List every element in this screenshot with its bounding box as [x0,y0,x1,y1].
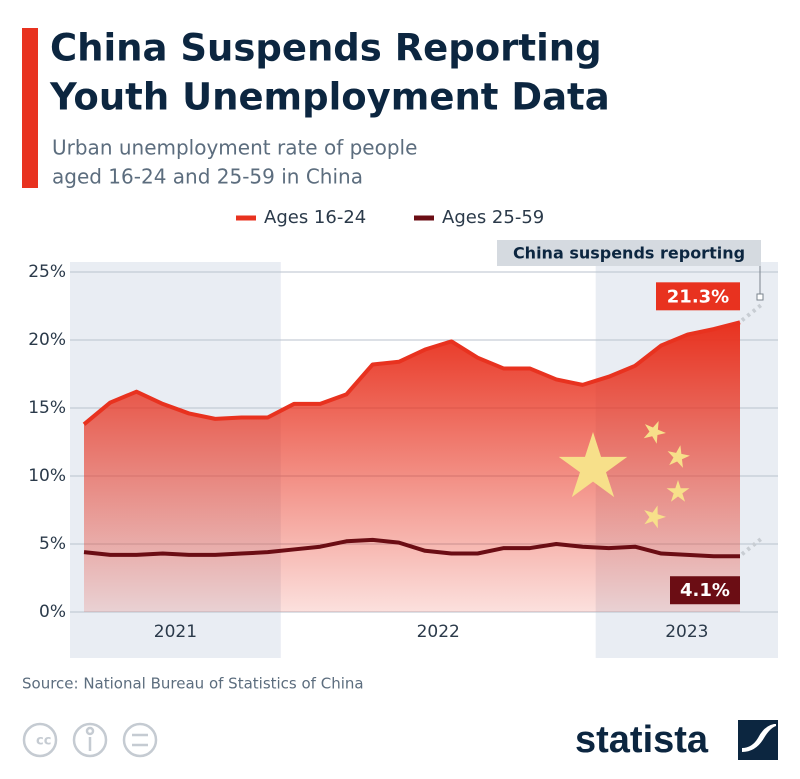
legend-label: Ages 25-59 [442,207,544,228]
y-tick-label: 10% [28,466,66,486]
x-tick-label: 2021 [154,622,197,642]
x-tick-label: 2023 [665,622,708,642]
line [82,320,741,426]
legend-label: Ages 16-24 [264,207,366,228]
title: Youth Unemployment Data [49,76,610,119]
y-tick-label: 15% [28,398,66,418]
value-label: 21.3% [667,286,729,307]
y-tick-label: 20% [28,330,66,350]
value-label-box [656,282,740,311]
y-tick-label: 5% [39,534,66,554]
brand: statista [575,719,709,761]
value-label: 4.1% [680,580,730,601]
line [83,537,740,559]
y-tick-label: 0% [39,602,66,622]
annotation: China suspends reporting [513,244,745,263]
accent-bar [22,28,38,188]
brand-icon [738,720,778,760]
annotation-box [497,240,761,266]
continuation [740,536,764,556]
flag-star [666,480,690,502]
y-tick-label: 25% [28,262,66,282]
title: China Suspends Reporting [50,27,602,70]
flag-star [667,445,690,468]
annotation-point [756,293,764,301]
x-tick-label: 2022 [417,622,460,642]
subtitle: aged 16-24 and 25-59 in China [52,165,363,189]
continuation [740,302,764,322]
license-icons [22,722,158,758]
flag-star [643,420,666,444]
plot: 2021 2022 2023 0% 5% 10% 15% 20% 25% 21.3% 4.1% Chi… [28,240,778,658]
flag-star [644,505,666,529]
area [84,322,740,612]
flag-star [558,432,628,498]
source: Source: National Bureau of Statistics of… [22,675,364,693]
subtitle: Urban unemployment rate of people [52,136,417,160]
value-label-box [670,576,740,605]
cc-text: cc [36,734,51,749]
